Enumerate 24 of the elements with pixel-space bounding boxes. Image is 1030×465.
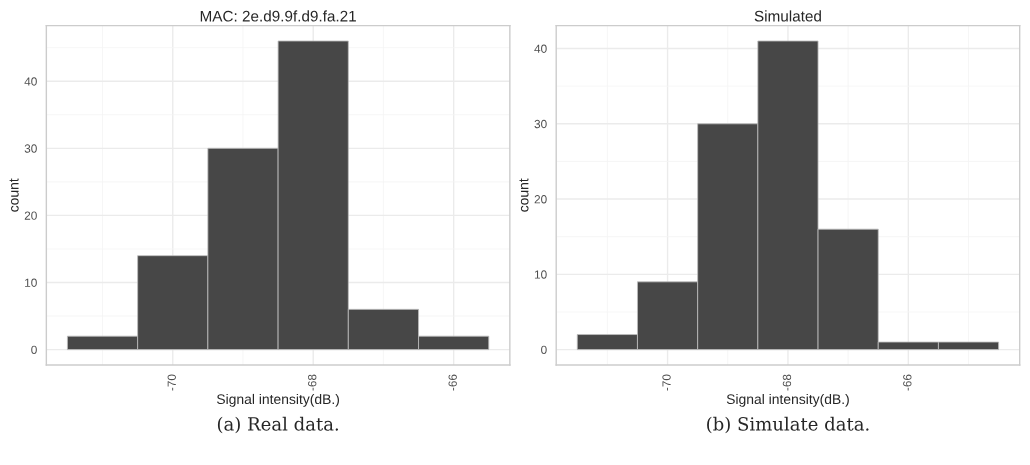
x-axis-title: Signal intensity(dB.) [726, 393, 849, 407]
y-tick-label: 20 [24, 211, 37, 220]
x-tick-label: -70 [662, 374, 671, 391]
text: (a) Real data. [217, 416, 339, 434]
x-axis-title: Signal intensity(dB.) [216, 393, 339, 407]
y-tick-label: 20 [534, 195, 547, 204]
chart-title: MAC: 2e.d9.9f.d9.fa.21 [200, 10, 356, 22]
x-tick-label: -68 [782, 374, 792, 391]
y-axis-title: count [9, 178, 19, 212]
chart-title: Simulated [754, 10, 821, 22]
y-tick-label: 10 [25, 278, 37, 287]
x-tick-label: -66 [448, 374, 457, 391]
y-tick-label: 30 [24, 144, 37, 153]
x-tick-label: -66 [903, 374, 912, 391]
x-tick-label: -70 [167, 374, 176, 391]
text: (b) Simulate data. [707, 416, 869, 434]
y-tick-label: 0 [31, 345, 37, 354]
y-tick-label: 10 [534, 270, 547, 279]
y-tick-label: 0 [541, 345, 547, 354]
y-tick-label: 40 [24, 77, 37, 86]
y-tick-label: 30 [534, 119, 547, 129]
y-axis-title: count [519, 178, 529, 212]
x-tick-label: -68 [308, 374, 317, 391]
y-tick-label: 40 [534, 44, 547, 53]
